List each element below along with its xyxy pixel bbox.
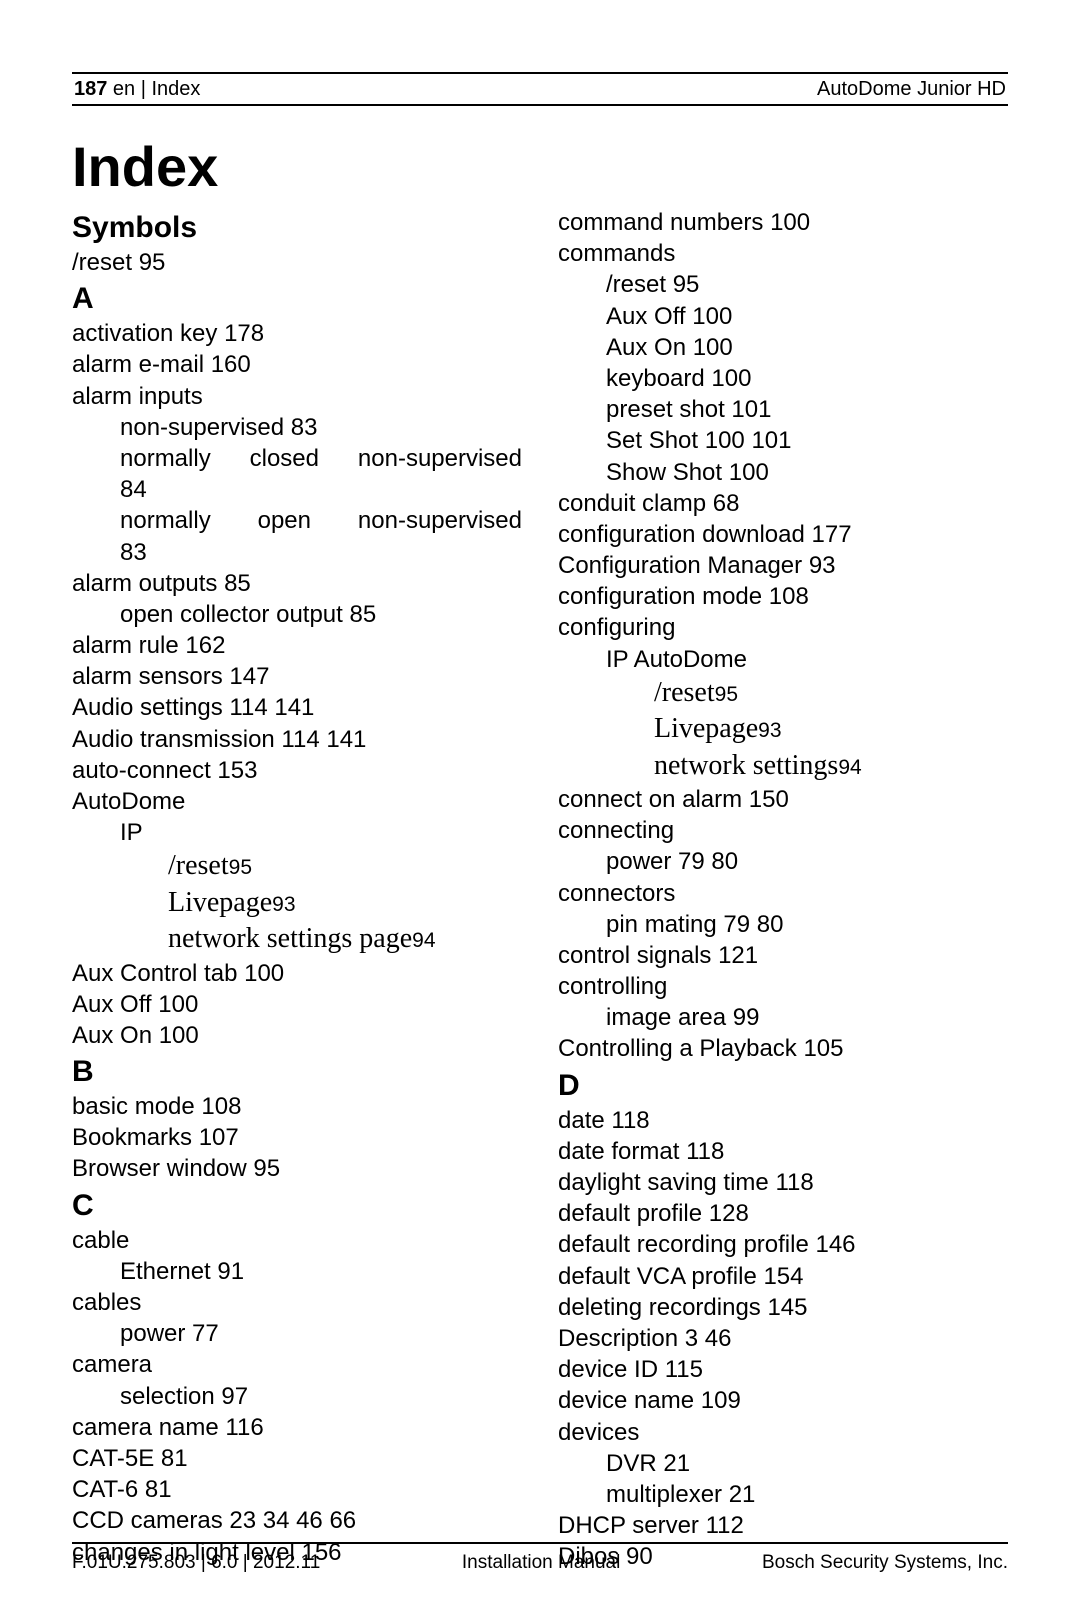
index-entry: Audio transmission 114 141	[72, 724, 522, 755]
index-entry: preset shot 101	[558, 394, 1008, 425]
footer-bar: F.01U.275.803 | 6.0 | 2012.11 Installati…	[72, 1542, 1008, 1574]
index-entry: AutoDome	[72, 786, 522, 817]
index-entry: date 118	[558, 1105, 1008, 1136]
index-entry: Aux Control tab 100	[72, 958, 522, 989]
index-entry-serif: network settings94	[558, 748, 1008, 784]
index-entry: conduit clamp 68	[558, 488, 1008, 519]
footer-center: Installation Manual	[462, 1552, 620, 1574]
index-section-heading: D	[558, 1069, 1008, 1103]
index-entry: camera name 116	[72, 1412, 522, 1443]
index-entry: Aux Off 100	[558, 301, 1008, 332]
index-entry: non-supervised 83	[72, 412, 522, 443]
index-entry: selection 97	[72, 1381, 522, 1412]
index-entry: 83	[72, 537, 522, 568]
index-entry: power 79 80	[558, 846, 1008, 877]
index-entry-serif: Livepage93	[72, 885, 522, 921]
index-entry: command numbers 100	[558, 207, 1008, 238]
index-entry: Controlling a Playback 105	[558, 1033, 1008, 1064]
index-entry: power 77	[72, 1318, 522, 1349]
index-entry: basic mode 108	[72, 1091, 522, 1122]
index-entry: pin mating 79 80	[558, 909, 1008, 940]
index-entry: CCD cameras 23 34 46 66	[72, 1505, 522, 1536]
index-entry: Browser window 95	[72, 1153, 522, 1184]
header-left: 187 en | Index	[74, 78, 200, 101]
index-entry: DHCP server 112	[558, 1510, 1008, 1541]
index-entry: DVR 21	[558, 1448, 1008, 1479]
column-left: Symbols/reset 95Aactivation key 178alarm…	[72, 207, 522, 1572]
index-entry: image area 99	[558, 1002, 1008, 1033]
index-entry: cables	[72, 1287, 522, 1318]
index-entry-serif: network settings page94	[72, 921, 522, 957]
index-entry: activation key 178	[72, 318, 522, 349]
index-entry: controlling	[558, 971, 1008, 1002]
index-entry: Audio settings 114 141	[72, 692, 522, 723]
index-entry: multiplexer 21	[558, 1479, 1008, 1510]
index-entry: Bookmarks 107	[72, 1122, 522, 1153]
page-number: 187	[74, 78, 107, 100]
index-entry: Ethernet 91	[72, 1256, 522, 1287]
index-entry: default VCA profile 154	[558, 1261, 1008, 1292]
index-entry: alarm e-mail 160	[72, 349, 522, 380]
index-entry: cable	[72, 1225, 522, 1256]
index-entry: connect on alarm 150	[558, 784, 1008, 815]
index-columns: Symbols/reset 95Aactivation key 178alarm…	[72, 207, 1008, 1572]
index-entry: date format 118	[558, 1136, 1008, 1167]
index-entry: alarm outputs 85	[72, 568, 522, 599]
page-title: Index	[72, 134, 1008, 199]
index-entry: alarm sensors 147	[72, 661, 522, 692]
index-entry: CAT-6 81	[72, 1474, 522, 1505]
index-entry: configuring	[558, 612, 1008, 643]
header-right: AutoDome Junior HD	[817, 78, 1006, 101]
index-entry: alarm inputs	[72, 381, 522, 412]
index-entry: normally open non-supervised	[72, 505, 522, 536]
index-entry: devices	[558, 1417, 1008, 1448]
index-entry: open collector output 85	[72, 599, 522, 630]
index-entry: 84	[72, 474, 522, 505]
index-entry: /reset 95	[558, 269, 1008, 300]
index-entry: auto-connect 153	[72, 755, 522, 786]
index-entry: deleting recordings 145	[558, 1292, 1008, 1323]
index-entry: /reset 95	[72, 247, 522, 278]
index-entry: device ID 115	[558, 1354, 1008, 1385]
index-entry-serif: /reset95	[72, 848, 522, 884]
index-entry: CAT-5E 81	[72, 1443, 522, 1474]
index-entry: Show Shot 100	[558, 457, 1008, 488]
index-entry: alarm rule 162	[72, 630, 522, 661]
index-entry: Set Shot 100 101	[558, 425, 1008, 456]
footer-right: Bosch Security Systems, Inc.	[762, 1552, 1008, 1574]
index-entry: control signals 121	[558, 940, 1008, 971]
index-entry: normally closed non-supervised	[72, 443, 522, 474]
index-entry: IP AutoDome	[558, 644, 1008, 675]
page: 187 en | Index AutoDome Junior HD Index …	[0, 0, 1080, 1618]
index-entry: device name 109	[558, 1385, 1008, 1416]
index-entry: configuration mode 108	[558, 581, 1008, 612]
header-bar: 187 en | Index AutoDome Junior HD	[72, 72, 1008, 106]
index-entry: Aux On 100	[72, 1020, 522, 1051]
index-entry: Aux Off 100	[72, 989, 522, 1020]
index-entry-serif: /reset95	[558, 675, 1008, 711]
index-entry: Configuration Manager 93	[558, 550, 1008, 581]
index-entry: Description 3 46	[558, 1323, 1008, 1354]
index-entry: configuration download 177	[558, 519, 1008, 550]
column-right: command numbers 100commands/reset 95Aux …	[558, 207, 1008, 1572]
index-section-heading: A	[72, 282, 522, 316]
index-entry: connectors	[558, 878, 1008, 909]
index-entry: connecting	[558, 815, 1008, 846]
index-entry: keyboard 100	[558, 363, 1008, 394]
index-section-heading: Symbols	[72, 211, 522, 245]
index-entry: camera	[72, 1349, 522, 1380]
index-entry: commands	[558, 238, 1008, 269]
footer-left: F.01U.275.803 | 6.0 | 2012.11	[72, 1552, 320, 1574]
index-section-heading: C	[72, 1189, 522, 1223]
index-entry: default profile 128	[558, 1198, 1008, 1229]
index-section-heading: B	[72, 1055, 522, 1089]
index-entry: daylight saving time 118	[558, 1167, 1008, 1198]
index-entry: IP	[72, 817, 522, 848]
index-entry-serif: Livepage93	[558, 711, 1008, 747]
index-entry: default recording profile 146	[558, 1229, 1008, 1260]
index-entry: Aux On 100	[558, 332, 1008, 363]
header-section: en | Index	[107, 78, 200, 100]
